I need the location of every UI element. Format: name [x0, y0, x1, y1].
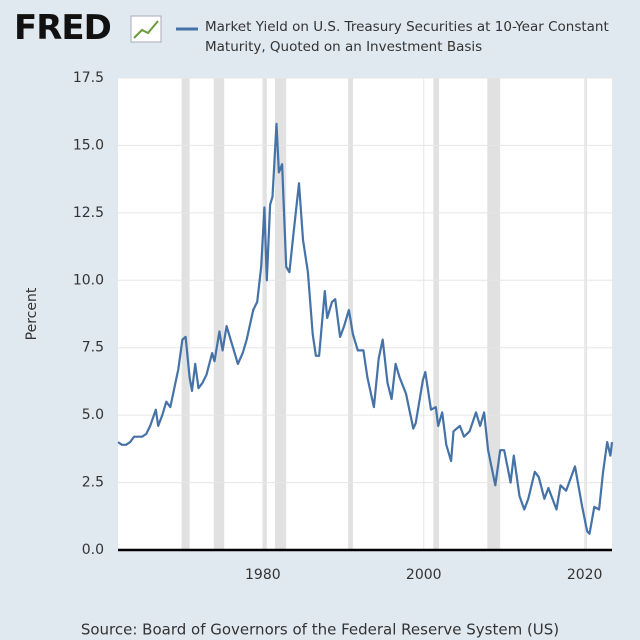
logo-icon-line [133, 20, 159, 39]
y-tick-label: 17.5 [73, 70, 104, 86]
y-axis-label: Percent [24, 287, 40, 340]
x-tick-label: 2000 [406, 567, 442, 583]
recession-band [181, 78, 190, 550]
plot-area [118, 78, 612, 550]
y-tick-label: 10.0 [73, 272, 104, 288]
logo-icon [130, 15, 162, 43]
y-tick-label: 0.0 [82, 542, 104, 558]
legend-entry: Market Yield on U.S. Treasury Securities… [205, 19, 609, 55]
source: Source: Board of Governors of the Federa… [81, 621, 559, 639]
y-tick-label: 7.5 [82, 340, 104, 356]
y-tick-label: 2.5 [82, 475, 104, 491]
recession-band [585, 78, 588, 550]
logo: FRED [14, 8, 112, 48]
recession-band [433, 78, 440, 550]
recession-band [213, 78, 225, 550]
y-tick-label: 15.0 [73, 137, 104, 153]
recession-band [262, 78, 267, 550]
y-tick-label: 12.5 [73, 205, 104, 221]
x-tick-label: 1980 [245, 567, 281, 583]
y-tick-label: 5.0 [82, 407, 104, 423]
x-tick-label: 2020 [567, 567, 603, 583]
recession-band [274, 78, 287, 550]
series-line [117, 122, 614, 535]
recession-band [487, 78, 501, 550]
